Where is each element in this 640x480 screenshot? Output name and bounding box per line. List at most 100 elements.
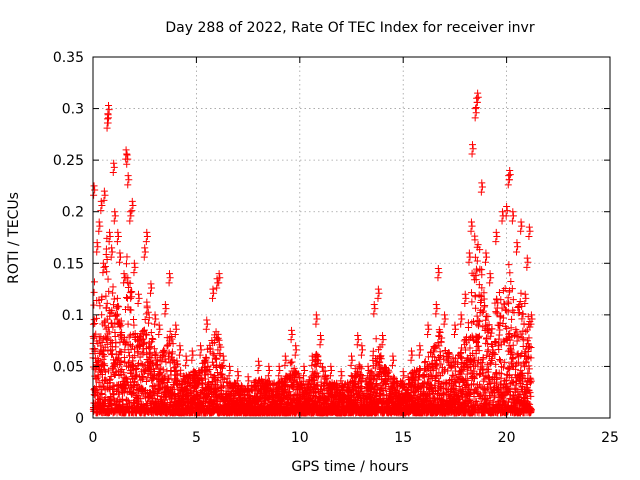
roti-point <box>461 341 469 349</box>
roti-point <box>103 299 111 307</box>
roti-point <box>319 363 327 371</box>
roti-point <box>121 346 129 354</box>
roti-point <box>98 293 106 301</box>
roti-point <box>90 301 98 309</box>
roti-point <box>177 366 185 374</box>
roti-point <box>290 364 298 372</box>
roti-point <box>157 371 165 379</box>
roti-point <box>120 369 128 377</box>
roti-point <box>234 382 242 390</box>
roti-point <box>488 325 496 333</box>
roti-point <box>120 334 128 342</box>
data-points <box>89 89 536 417</box>
roti-point <box>143 331 151 339</box>
roti-point <box>140 326 148 334</box>
roti-point <box>372 380 380 388</box>
roti-point <box>496 326 504 334</box>
roti-point <box>145 353 153 361</box>
roti-point <box>122 293 130 301</box>
roti-point <box>109 283 117 291</box>
roti-point <box>143 310 151 318</box>
roti-point <box>171 367 179 375</box>
roti-point <box>105 287 113 295</box>
roti-point <box>101 361 109 369</box>
roti-point <box>148 394 156 402</box>
roti-point <box>314 353 322 361</box>
roti-point <box>478 271 486 279</box>
roti-point <box>159 366 167 374</box>
roti-point <box>147 329 155 337</box>
roti-point <box>94 357 102 365</box>
roti-point <box>142 377 150 385</box>
roti-point <box>372 335 380 343</box>
roti-point <box>150 345 158 353</box>
roti-point <box>126 279 134 287</box>
roti-point <box>117 331 125 339</box>
roti-point <box>103 335 111 343</box>
roti-point <box>145 314 153 322</box>
roti-point <box>168 335 176 343</box>
roti-point <box>218 363 226 371</box>
roti-point <box>168 348 176 356</box>
roti-point <box>127 294 135 302</box>
roti-point <box>357 378 365 386</box>
roti-point <box>303 389 311 397</box>
roti-point <box>128 293 136 301</box>
roti-point <box>385 366 393 374</box>
roti-point <box>108 320 116 328</box>
roti-point <box>111 333 119 341</box>
roti-point <box>471 236 479 244</box>
roti-point <box>90 288 98 296</box>
roti-point <box>296 374 304 382</box>
roti-point <box>293 369 301 377</box>
roti-point <box>124 283 132 291</box>
roti-point <box>110 295 118 303</box>
roti-point <box>161 374 169 382</box>
roti-point <box>124 320 132 328</box>
roti-point <box>497 357 505 365</box>
roti-point <box>122 260 130 268</box>
roti-point <box>112 312 120 320</box>
roti-point <box>117 357 125 365</box>
roti-point <box>356 371 364 379</box>
roti-point <box>169 340 177 348</box>
roti-point <box>136 342 144 350</box>
roti-point <box>144 308 152 316</box>
roti-point <box>94 373 102 381</box>
roti-point <box>141 316 149 324</box>
roti-point <box>113 310 121 318</box>
roti-point <box>99 382 107 390</box>
roti-point <box>97 333 105 341</box>
roti-point <box>385 368 393 376</box>
roti-point <box>140 349 148 357</box>
roti-point <box>102 292 110 300</box>
roti-point <box>383 369 391 377</box>
roti-point <box>468 319 476 327</box>
roti-point <box>481 301 489 309</box>
roti-point <box>165 349 173 357</box>
roti-point <box>348 391 356 399</box>
roti-point <box>323 397 331 405</box>
roti-point <box>174 360 182 368</box>
roti-point <box>356 363 364 371</box>
roti-point <box>125 333 133 341</box>
roti-point <box>313 381 321 389</box>
roti-point <box>166 327 174 335</box>
roti-point <box>113 294 121 302</box>
roti-point <box>127 306 135 314</box>
roti-point <box>113 385 121 393</box>
roti-point <box>105 328 113 336</box>
roti-point <box>314 372 322 380</box>
roti-point <box>495 288 503 296</box>
roti-point <box>101 352 109 360</box>
roti-point <box>474 322 482 330</box>
roti-point <box>286 359 294 367</box>
roti-point <box>149 335 157 343</box>
roti-point <box>282 378 290 386</box>
roti-point <box>152 349 160 357</box>
roti-point <box>116 323 124 331</box>
roti-point <box>156 370 164 378</box>
roti-point <box>103 340 111 348</box>
roti-point <box>207 370 215 378</box>
